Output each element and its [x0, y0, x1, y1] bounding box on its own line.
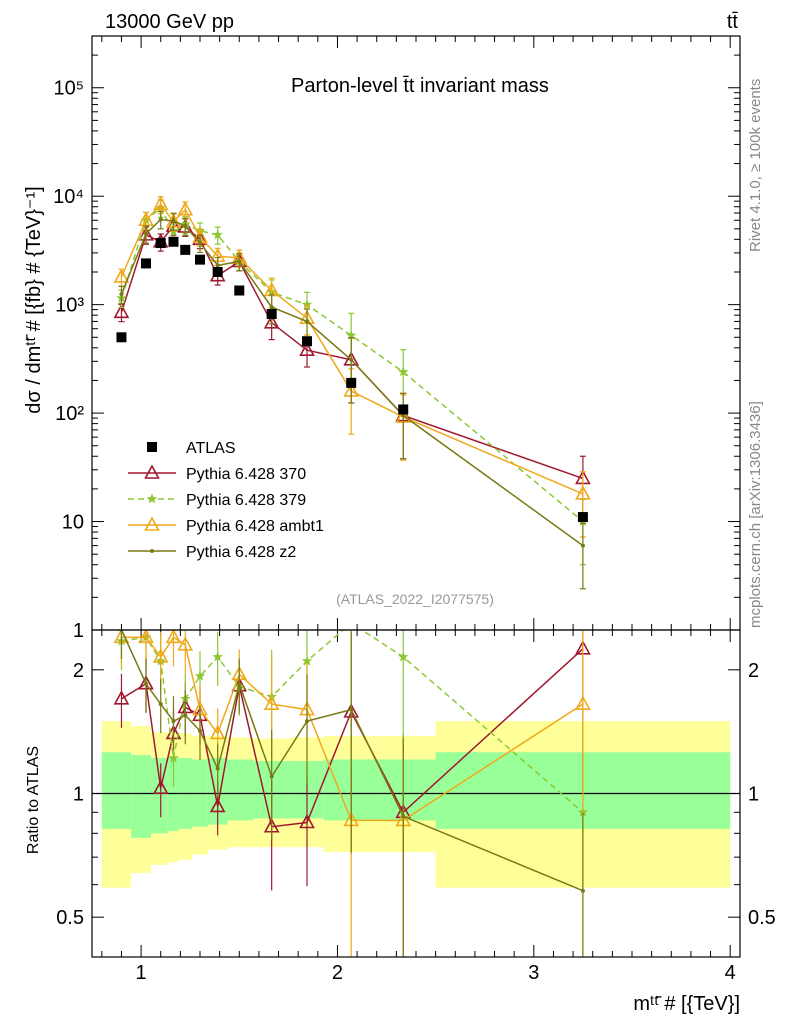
data-point-z2: [237, 259, 241, 263]
data-point-ATLAS: [346, 378, 356, 388]
data-point-z2: [119, 292, 123, 296]
header-right: tt̄: [727, 11, 739, 33]
data-point-z2: [270, 305, 274, 309]
main-plot-watermark: (ATLAS_2022_I2077575): [336, 591, 494, 607]
legend-marker: [146, 518, 159, 530]
mcplots-label: mcplots.cern.ch [arXiv:1306.3436]: [747, 401, 764, 628]
main-y-tick-label: 10³: [55, 295, 84, 317]
ratio-point-z2: [183, 713, 187, 717]
ratio-point-z2: [237, 682, 241, 686]
main-y-tick-label: 1: [73, 620, 84, 642]
main-plot-frame: [92, 36, 740, 630]
main-y-tick-label: 10²: [55, 403, 84, 425]
ratio-bands: [102, 721, 730, 887]
legend-label: Pythia 6.428 379: [186, 492, 306, 509]
data-point-ATLAS: [116, 332, 126, 342]
ratio-y-tick-label-right: 2: [748, 660, 759, 682]
data-point-ATLAS: [578, 512, 588, 522]
data-point-ATLAS: [234, 286, 244, 296]
legend-label: Pythia 6.428 370: [186, 466, 306, 483]
legend: ATLAS Pythia 6.428 370 Pythia 6.428 379 Pyt…: [128, 440, 324, 561]
ratio-point-z2: [581, 889, 585, 893]
data-point-z2: [144, 232, 148, 236]
ratio-point-z2: [198, 729, 202, 733]
main-y-tick-label: 10⁵: [53, 78, 84, 100]
legend-label: ATLAS: [186, 440, 236, 457]
data-point-ATLAS: [213, 267, 223, 277]
ratio-point-z2: [216, 767, 220, 771]
legend-marker: [147, 442, 157, 452]
ratio-point-z2: [159, 702, 163, 706]
main-plot-title: Parton-level t̄t invariant mass: [291, 75, 549, 97]
inner-uncertainty-band: [227, 759, 253, 820]
rivet-label: Rivet 4.1.0, ≥ 100k events: [747, 79, 764, 252]
ratio-x-tick-label: 1: [136, 962, 147, 984]
ratio-x-tick-label: 2: [332, 962, 343, 984]
inner-uncertainty-band: [131, 755, 151, 838]
legend-label: Pythia 6.428 z2: [186, 544, 296, 561]
ratio-x-tick-label: 3: [528, 962, 539, 984]
legend-item-p370: Pythia 6.428 370: [128, 466, 306, 483]
legend-marker: [146, 466, 159, 478]
legend-marker: [150, 549, 154, 553]
data-point-z2: [349, 358, 353, 362]
ratio-y-tick-label-left: 2: [73, 660, 84, 682]
ratio-y-tick-label-left: 0.5: [56, 907, 84, 929]
ratio-y-tick-label-left: 1: [73, 784, 84, 806]
legend-item-ambt1: Pythia 6.428 ambt1: [128, 518, 324, 535]
data-point-ATLAS: [302, 336, 312, 346]
data-point-z2: [305, 319, 309, 323]
ratio-point-z2: [401, 814, 405, 818]
data-point-z2: [581, 544, 585, 548]
data-point-z2: [171, 219, 175, 223]
data-point-ATLAS: [156, 238, 166, 248]
data-point-ATLAS: [267, 309, 277, 319]
data-point-z2: [216, 263, 220, 267]
data-point-ATLAS: [195, 255, 205, 265]
ratio-point-z2: [270, 774, 274, 778]
legend-item-z2: Pythia 6.428 z2: [128, 544, 296, 561]
data-point-z2: [198, 241, 202, 245]
data-point-ATLAS: [180, 245, 190, 255]
plot-canvas: 13000 GeV pp tt̄ Rivet 4.1.0, ≥ 100k eve…: [0, 0, 786, 1024]
data-point-ATLAS: [141, 258, 151, 268]
ratio-x-tick-label: 4: [725, 962, 736, 984]
ratio-plot-y-axis-label: Ratio to ATLAS: [25, 746, 42, 854]
inner-uncertainty-band: [102, 752, 131, 829]
data-point-z2: [159, 217, 163, 221]
legend-label: Pythia 6.428 ambt1: [186, 518, 324, 535]
data-point-ATLAS: [168, 237, 178, 247]
header-left: 13000 GeV pp: [105, 11, 234, 33]
legend-marker: [147, 494, 157, 504]
data-point-ATLAS: [398, 404, 408, 414]
legend-item-p379: Pythia 6.428 379: [128, 492, 306, 509]
main-plot-y-axis-label: dσ / dmᵗᵗ̄ # [{fb} # {TeV}⁻¹]: [23, 186, 45, 413]
ratio-y-tick-label-right: 0.5: [748, 907, 776, 929]
ratio-point-z2: [171, 719, 175, 723]
main-y-tick-label: 10: [62, 512, 84, 534]
ratio-point-p379: [346, 618, 356, 628]
main-y-tick-label: 10⁴: [53, 186, 84, 208]
ratio-point-z2: [305, 719, 309, 723]
data-point-z2: [183, 224, 187, 228]
ratio-point-z2: [349, 708, 353, 712]
ratio-plot-panel: 1 2 3 4 0.5 0.5 1 1 2 2 Ratio to ATLAS mᵗᵗ̄ # [{T…: [25, 545, 776, 1024]
ratio-point-z2: [144, 682, 148, 686]
ratio-y-tick-label-right: 1: [748, 784, 759, 806]
ratio-plot-x-axis-label: mᵗᵗ̄ # [{TeV}]: [633, 993, 740, 1015]
legend-item-ATLAS: ATLAS: [147, 440, 236, 457]
